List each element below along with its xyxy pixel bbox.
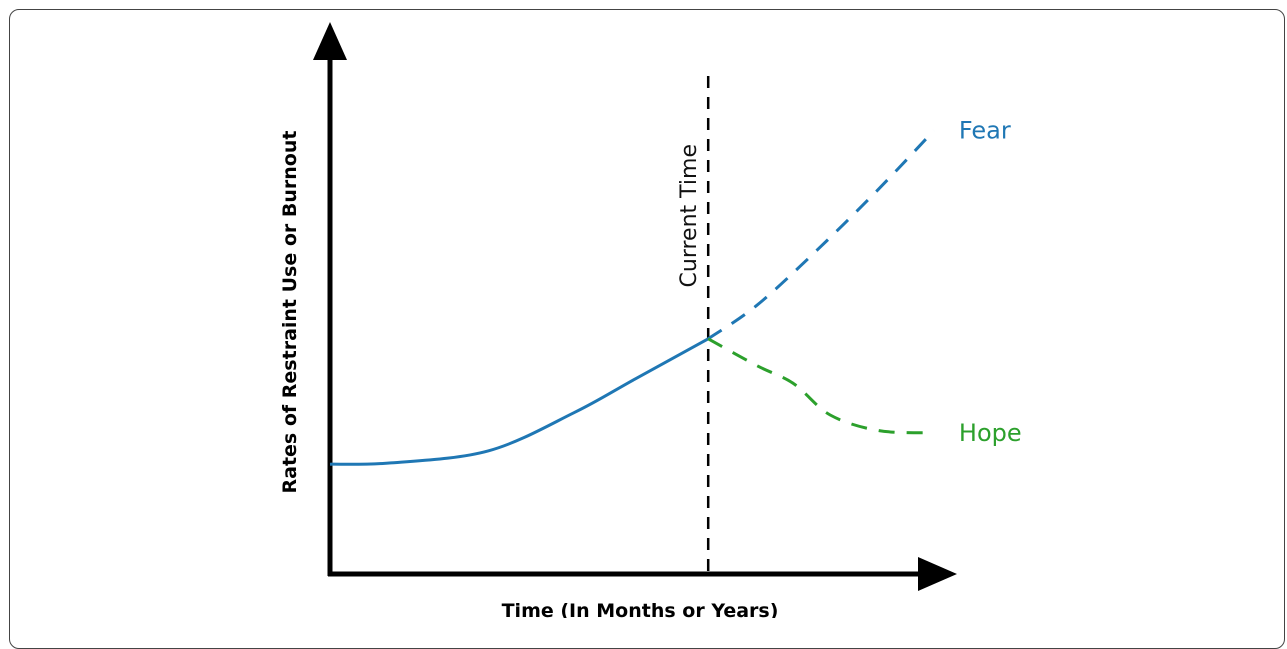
y-axis-label: Rates of Restraint Use or Burnout [279, 131, 301, 494]
series-line-hope [707, 337, 934, 435]
chart-svg: Current Time Fear Hope Rates of Restraint… [279, 22, 1022, 618]
current-time-label: Current Time [677, 144, 702, 287]
series-label-hope: Hope [959, 419, 1022, 447]
x-axis-arrowhead [918, 557, 957, 591]
series-line-fear [707, 129, 935, 341]
y-axis-arrowhead [313, 22, 347, 60]
x-axis-label: Time (In Months or Years) [502, 600, 779, 618]
series-line-baseline [329, 337, 709, 466]
series-label-fear: Fear [959, 116, 1011, 144]
series-layer: Fear Hope [329, 116, 1022, 466]
